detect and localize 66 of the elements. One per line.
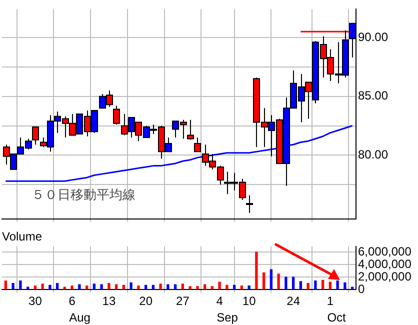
x-tick-label: 6 (68, 294, 76, 308)
x-tick-label: 10 (242, 294, 256, 308)
bar (226, 284, 228, 290)
bar (328, 282, 332, 290)
bar (299, 281, 302, 290)
bar (344, 282, 346, 290)
bar (4, 280, 8, 290)
bar (85, 286, 88, 290)
bar (336, 280, 339, 290)
series-label: ５０日移動平均線 (32, 188, 136, 203)
bar (152, 284, 155, 290)
bar (78, 284, 81, 290)
y-tick-label: 80.00 (358, 148, 388, 162)
y-tick-label: 6,000,000 (358, 244, 412, 258)
bar (240, 286, 244, 290)
text: Aug (69, 310, 90, 324)
x-tick-label: 20 (139, 294, 153, 308)
bar (255, 252, 258, 290)
bar (166, 284, 170, 290)
bar (122, 284, 126, 290)
bar (137, 286, 140, 290)
y-tick-label: 0 (358, 282, 365, 296)
bar (48, 284, 52, 290)
x-tick-label: 13 (102, 294, 116, 308)
bar (306, 283, 310, 290)
y-tick-label: 90.00 (358, 30, 388, 44)
bar (188, 286, 192, 290)
bar (108, 283, 110, 290)
bar (218, 282, 221, 290)
bar (100, 284, 103, 290)
bar (196, 286, 199, 290)
bar (130, 282, 132, 290)
bar (203, 284, 206, 290)
bar (70, 286, 74, 290)
bar (262, 272, 266, 290)
bar (232, 284, 236, 290)
x-tick-label: 4 (216, 294, 224, 308)
bar (92, 284, 96, 290)
bar (284, 276, 288, 290)
bar (292, 276, 295, 290)
y-tick-label: 85.00 (358, 88, 388, 103)
bar (41, 284, 44, 290)
bar (144, 284, 148, 290)
bar (210, 286, 214, 290)
text: Oct (327, 310, 347, 324)
bar (181, 284, 184, 290)
bar (248, 286, 250, 290)
bar (12, 283, 14, 290)
bar (314, 280, 317, 290)
x-tick-label: 30 (28, 294, 42, 308)
bar (159, 284, 162, 290)
bar (56, 283, 59, 290)
bar (114, 284, 118, 290)
x-tick-label: 27 (176, 294, 190, 308)
chart-title: Volume (2, 230, 42, 244)
bar (270, 269, 273, 290)
y-tick-label: 4,000,000 (358, 256, 412, 271)
bar (174, 284, 177, 290)
bar (34, 286, 37, 290)
bar (19, 280, 22, 290)
text: Sep (216, 310, 238, 324)
y-tick-label: 2,000,000 (358, 269, 412, 284)
x-tick-label: 24 (286, 294, 300, 308)
bar (277, 274, 280, 290)
bar (321, 280, 324, 290)
x-tick-label: 1 (326, 294, 334, 308)
